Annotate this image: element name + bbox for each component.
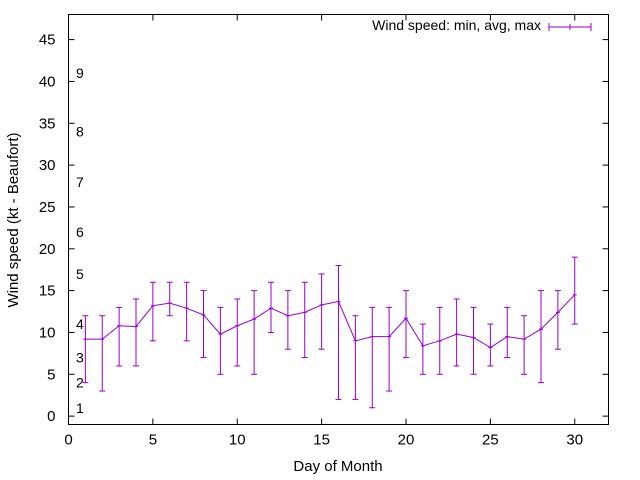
plot-area-border [68,14,609,425]
x-tick-label: 15 [313,432,330,449]
x-tick-label: 20 [398,432,415,449]
beaufort-label: 7 [76,174,84,190]
x-tick-label: 30 [566,432,583,449]
series-layer [82,256,578,409]
y-tick-label: 35 [39,115,56,132]
legend: Wind speed: min, avg, max [372,17,592,33]
x-tick-label: 25 [482,432,499,449]
beaufort-label: 9 [76,65,84,81]
x-tick-label: 10 [229,432,246,449]
y-tick-label: 45 [39,32,56,49]
y-tick-label: 15 [39,283,56,300]
y-tick-label: 0 [47,408,55,425]
y-tick-label: 5 [47,366,55,383]
y-tick-label: 10 [39,324,56,341]
y-tick-label: 20 [39,241,56,258]
y-tick-label: 40 [39,73,56,90]
beaufort-label: 5 [76,266,84,282]
x-axis-title: Day of Month [293,458,382,475]
series-avg-line [85,294,576,349]
beaufort-label: 6 [76,224,84,240]
y-axis-title: Wind speed (kt - Beaufort) [5,132,22,307]
x-tick-label: 5 [149,432,157,449]
beaufort-label: 4 [76,316,84,332]
y-tick-label: 30 [39,157,56,174]
x-tick-label: 0 [64,432,72,449]
beaufort-label: 2 [76,375,84,391]
beaufort-label: 1 [76,400,84,416]
beaufort-label: 3 [76,350,84,366]
beaufort-scale-labels: 1 2 3 4 5 6 7 8 9 [76,65,84,416]
legend-label: Wind speed: min, avg, max [372,17,541,33]
beaufort-label: 8 [76,124,84,140]
y-tick-label: 25 [39,199,56,216]
